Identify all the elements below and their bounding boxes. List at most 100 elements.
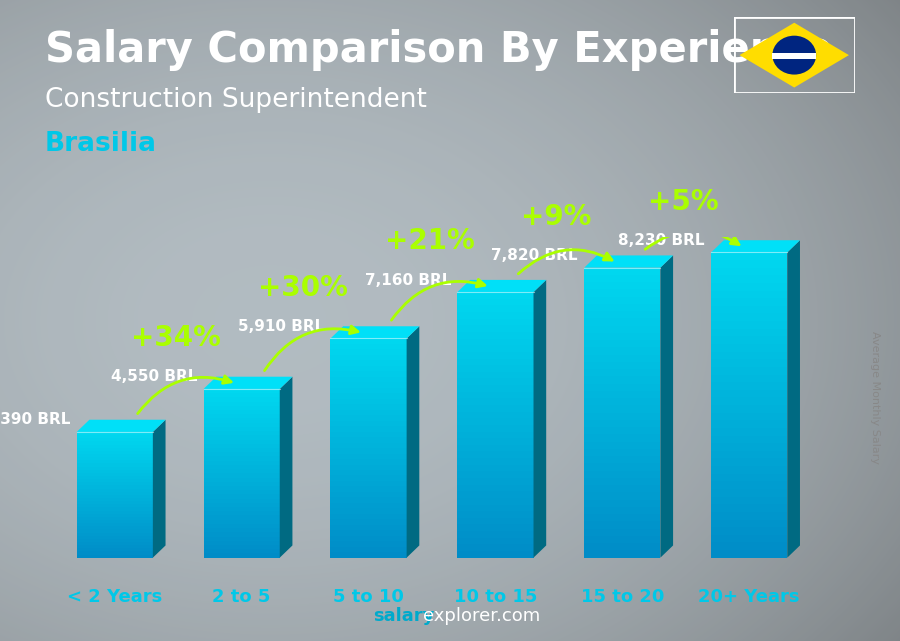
Bar — [76, 501, 153, 504]
Polygon shape — [584, 255, 673, 268]
Bar — [457, 518, 534, 524]
Bar — [711, 367, 788, 374]
Bar — [457, 345, 534, 352]
Bar — [203, 393, 280, 397]
Bar — [203, 520, 280, 524]
Bar — [584, 492, 661, 500]
Bar — [203, 553, 280, 558]
Bar — [330, 454, 407, 459]
Bar — [584, 275, 661, 282]
Bar — [584, 485, 661, 492]
Bar — [330, 470, 407, 476]
Bar — [584, 413, 661, 420]
FancyArrowPatch shape — [138, 376, 231, 413]
Text: +9%: +9% — [521, 203, 591, 231]
Bar — [584, 536, 661, 543]
Bar — [203, 389, 280, 393]
Text: 15 to 20: 15 to 20 — [580, 588, 664, 606]
Bar — [330, 382, 407, 388]
Polygon shape — [153, 420, 166, 558]
FancyArrowPatch shape — [392, 279, 485, 320]
Bar — [584, 463, 661, 470]
Bar — [330, 508, 407, 514]
Bar — [76, 504, 153, 508]
Bar — [457, 398, 534, 405]
Bar — [711, 535, 788, 542]
Bar — [457, 326, 534, 332]
Bar — [330, 371, 407, 377]
Bar — [584, 500, 661, 507]
Bar — [584, 268, 661, 275]
Text: +21%: +21% — [384, 228, 474, 256]
Text: 7,820 BRL: 7,820 BRL — [491, 248, 578, 263]
Bar — [457, 299, 534, 305]
Bar — [584, 289, 661, 297]
Bar — [457, 445, 534, 451]
Bar — [203, 541, 280, 545]
Bar — [457, 319, 534, 326]
Bar — [330, 349, 407, 355]
Bar — [203, 490, 280, 494]
Bar — [203, 512, 280, 515]
Bar — [457, 544, 534, 551]
Bar — [584, 456, 661, 463]
Bar — [711, 466, 788, 474]
Bar — [203, 503, 280, 507]
Bar — [330, 459, 407, 465]
Bar — [76, 470, 153, 473]
Bar — [457, 392, 534, 398]
Bar — [330, 420, 407, 426]
Bar — [330, 344, 407, 349]
Bar — [203, 482, 280, 486]
Bar — [457, 352, 534, 358]
Bar — [584, 369, 661, 376]
Text: salary: salary — [374, 607, 435, 625]
Bar — [330, 415, 407, 420]
Polygon shape — [740, 22, 849, 88]
Bar — [584, 551, 661, 558]
Bar — [457, 531, 534, 538]
Bar — [330, 481, 407, 487]
Bar — [711, 268, 788, 276]
Text: Salary Comparison By Experience: Salary Comparison By Experience — [45, 29, 832, 71]
FancyArrowPatch shape — [265, 326, 358, 370]
Polygon shape — [711, 240, 800, 253]
Bar — [203, 456, 280, 461]
Bar — [76, 463, 153, 467]
Bar — [711, 290, 788, 298]
Bar — [203, 440, 280, 444]
Bar — [203, 537, 280, 541]
Bar — [203, 419, 280, 422]
Bar — [711, 420, 788, 428]
Bar — [76, 460, 153, 463]
Polygon shape — [788, 240, 800, 558]
Bar — [584, 478, 661, 485]
Bar — [584, 391, 661, 398]
Bar — [457, 305, 534, 312]
Bar — [584, 340, 661, 347]
Bar — [330, 519, 407, 525]
Text: explorer.com: explorer.com — [423, 607, 540, 625]
Polygon shape — [280, 377, 292, 558]
Bar — [203, 427, 280, 431]
Bar — [584, 507, 661, 514]
Bar — [711, 436, 788, 443]
Bar — [76, 533, 153, 536]
Bar — [584, 420, 661, 427]
Bar — [76, 485, 153, 488]
Bar — [584, 354, 661, 362]
Bar — [711, 458, 788, 466]
Bar — [457, 512, 534, 518]
Bar — [584, 297, 661, 304]
Bar — [203, 461, 280, 465]
Bar — [330, 465, 407, 470]
Bar — [330, 377, 407, 382]
Bar — [203, 533, 280, 537]
Bar — [711, 497, 788, 504]
Bar — [330, 442, 407, 448]
Bar — [711, 260, 788, 268]
Bar — [76, 435, 153, 438]
Bar — [330, 552, 407, 558]
Bar — [203, 401, 280, 406]
Text: Construction Superintendent: Construction Superintendent — [45, 87, 427, 113]
